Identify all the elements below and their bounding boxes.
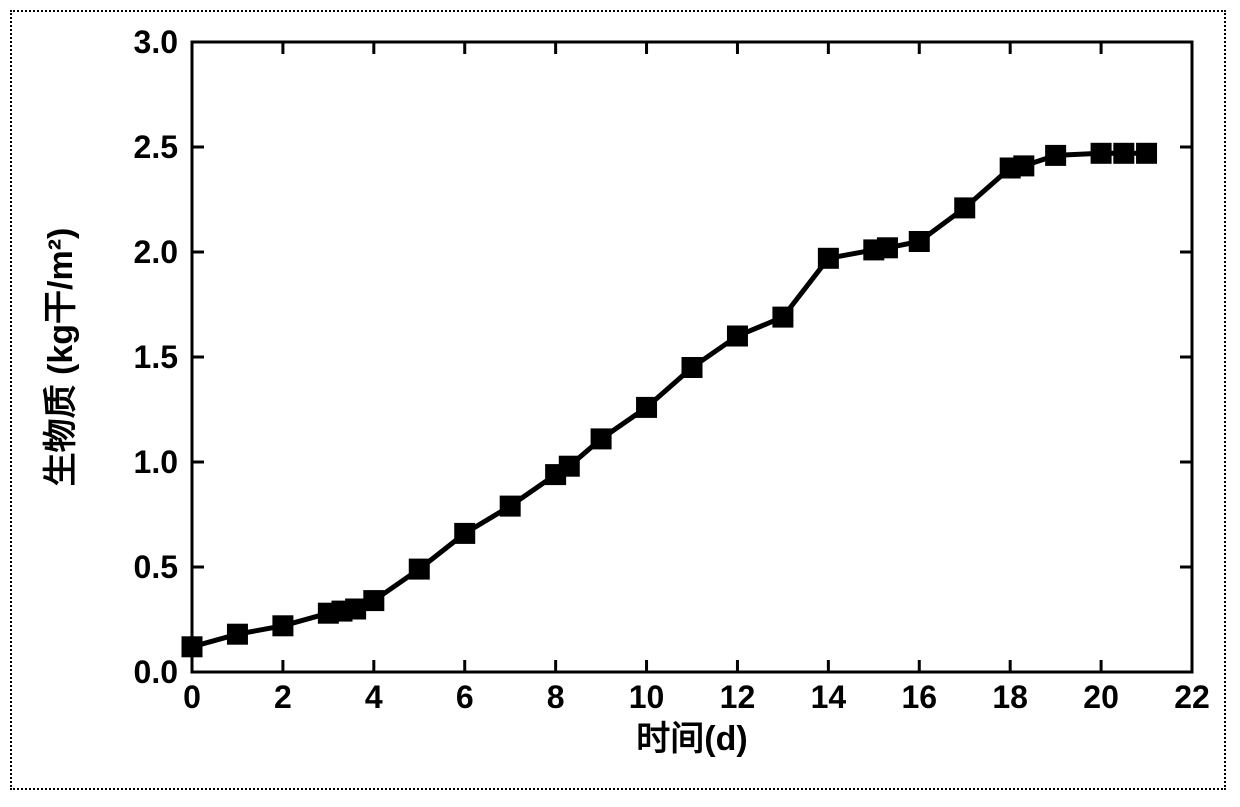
svg-text:4: 4	[365, 679, 383, 715]
svg-text:3.0: 3.0	[134, 24, 178, 60]
svg-text:1.5: 1.5	[134, 339, 178, 375]
svg-text:0.0: 0.0	[134, 654, 178, 690]
svg-text:12: 12	[720, 679, 756, 715]
outer-frame: 0.0 0.5 1.0 1.5 2.0 2.5 3.0 0 2 4 6 8 10 12 14 16 18 20 22…	[10, 10, 1226, 790]
svg-text:2.5: 2.5	[134, 129, 178, 165]
svg-text:10: 10	[629, 679, 665, 715]
svg-text:2: 2	[274, 679, 292, 715]
chart-svg: 0.0 0.5 1.0 1.5 2.0 2.5 3.0 0 2 4 6 8 10 12 14 16 18 20 22…	[12, 12, 1224, 788]
svg-text:6: 6	[456, 679, 474, 715]
svg-text:0: 0	[183, 679, 201, 715]
svg-text:22: 22	[1174, 679, 1210, 715]
svg-text:生物质 (kg干/m²): 生物质 (kg干/m²)	[42, 228, 80, 487]
svg-text:16: 16	[901, 679, 937, 715]
svg-text:0.5: 0.5	[134, 549, 178, 585]
svg-text:8: 8	[547, 679, 565, 715]
svg-text:时间(d): 时间(d)	[636, 720, 747, 758]
svg-text:2.0: 2.0	[134, 234, 178, 270]
svg-text:20: 20	[1083, 679, 1119, 715]
svg-text:14: 14	[811, 679, 847, 715]
chart-container: 0.0 0.5 1.0 1.5 2.0 2.5 3.0 0 2 4 6 8 10 12 14 16 18 20 22…	[12, 12, 1224, 788]
svg-text:1.0: 1.0	[134, 444, 178, 480]
svg-text:18: 18	[992, 679, 1028, 715]
